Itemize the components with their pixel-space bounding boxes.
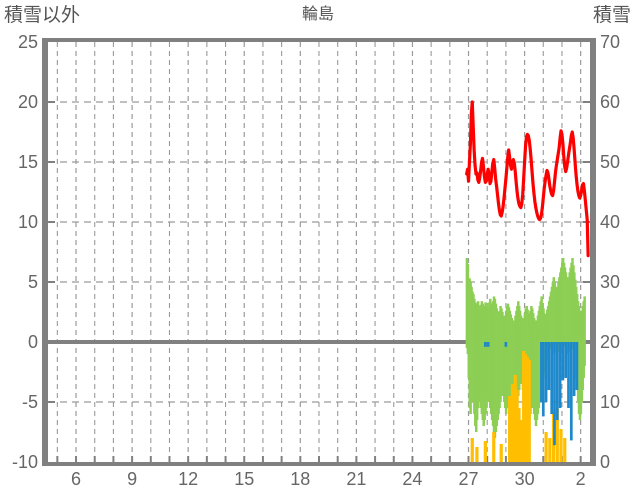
plot-area xyxy=(48,42,590,462)
x-axis-tick-label: 6 xyxy=(71,469,82,489)
x-axis-tick-label: 30 xyxy=(514,469,535,489)
y-axis-left-tick-label: 20 xyxy=(17,92,38,112)
data-series-layer xyxy=(465,100,590,462)
y-axis-right-tick-label: 60 xyxy=(600,92,621,112)
x-axis-tick-label: 27 xyxy=(458,469,479,489)
y-axis-left-tick-label: -5 xyxy=(21,392,38,412)
plot-frame-right xyxy=(590,38,596,466)
y-axis-left-tick-label: 5 xyxy=(27,272,38,292)
y-axis-right-tick-label: 70 xyxy=(600,32,621,52)
y-axis-left-tick-label: 25 xyxy=(17,32,38,52)
x-axis-tick-label: 2 xyxy=(575,469,586,489)
y-axis-right-tick-label: 0 xyxy=(600,452,611,472)
x-axis-tick-label: 18 xyxy=(290,469,311,489)
plot-frame-bottom xyxy=(42,461,596,466)
y-axis-left: 25 20 15 10 5 0 -5 -10 xyxy=(0,0,38,501)
x-axis-tick-label: 9 xyxy=(127,469,138,489)
left-axis-title: 積雪以外 xyxy=(4,5,81,26)
y-axis-left-tick-label: 0 xyxy=(27,332,38,352)
chart-title: 輪島 xyxy=(301,6,334,23)
x-axis-tick-label: 24 xyxy=(402,469,423,489)
plot-frame-top xyxy=(42,38,596,43)
plot-frame-left xyxy=(42,38,48,466)
y-axis-right-tick-label: 10 xyxy=(600,392,621,412)
y-axis-left-tick-label: -10 xyxy=(11,452,38,472)
y-axis-left-tick-label: 10 xyxy=(17,212,38,232)
y-axis-right: 70 60 50 40 30 20 10 0 xyxy=(600,0,636,501)
right-axis-title: 積雪 xyxy=(592,5,631,26)
x-axis: 6 9 12 15 18 21 24 27 30 2 xyxy=(0,466,636,501)
y-axis-right-tick-label: 30 xyxy=(600,272,621,292)
y-axis-left-tick-label: 15 xyxy=(17,152,38,172)
x-axis-tick-label: 12 xyxy=(178,469,199,489)
y-axis-right-tick-label: 50 xyxy=(600,152,621,172)
y-axis-right-tick-label: 20 xyxy=(600,332,621,352)
y-axis-right-tick-label: 40 xyxy=(600,212,621,232)
x-axis-tick-label: 15 xyxy=(234,469,255,489)
x-axis-tick-label: 21 xyxy=(346,469,367,489)
